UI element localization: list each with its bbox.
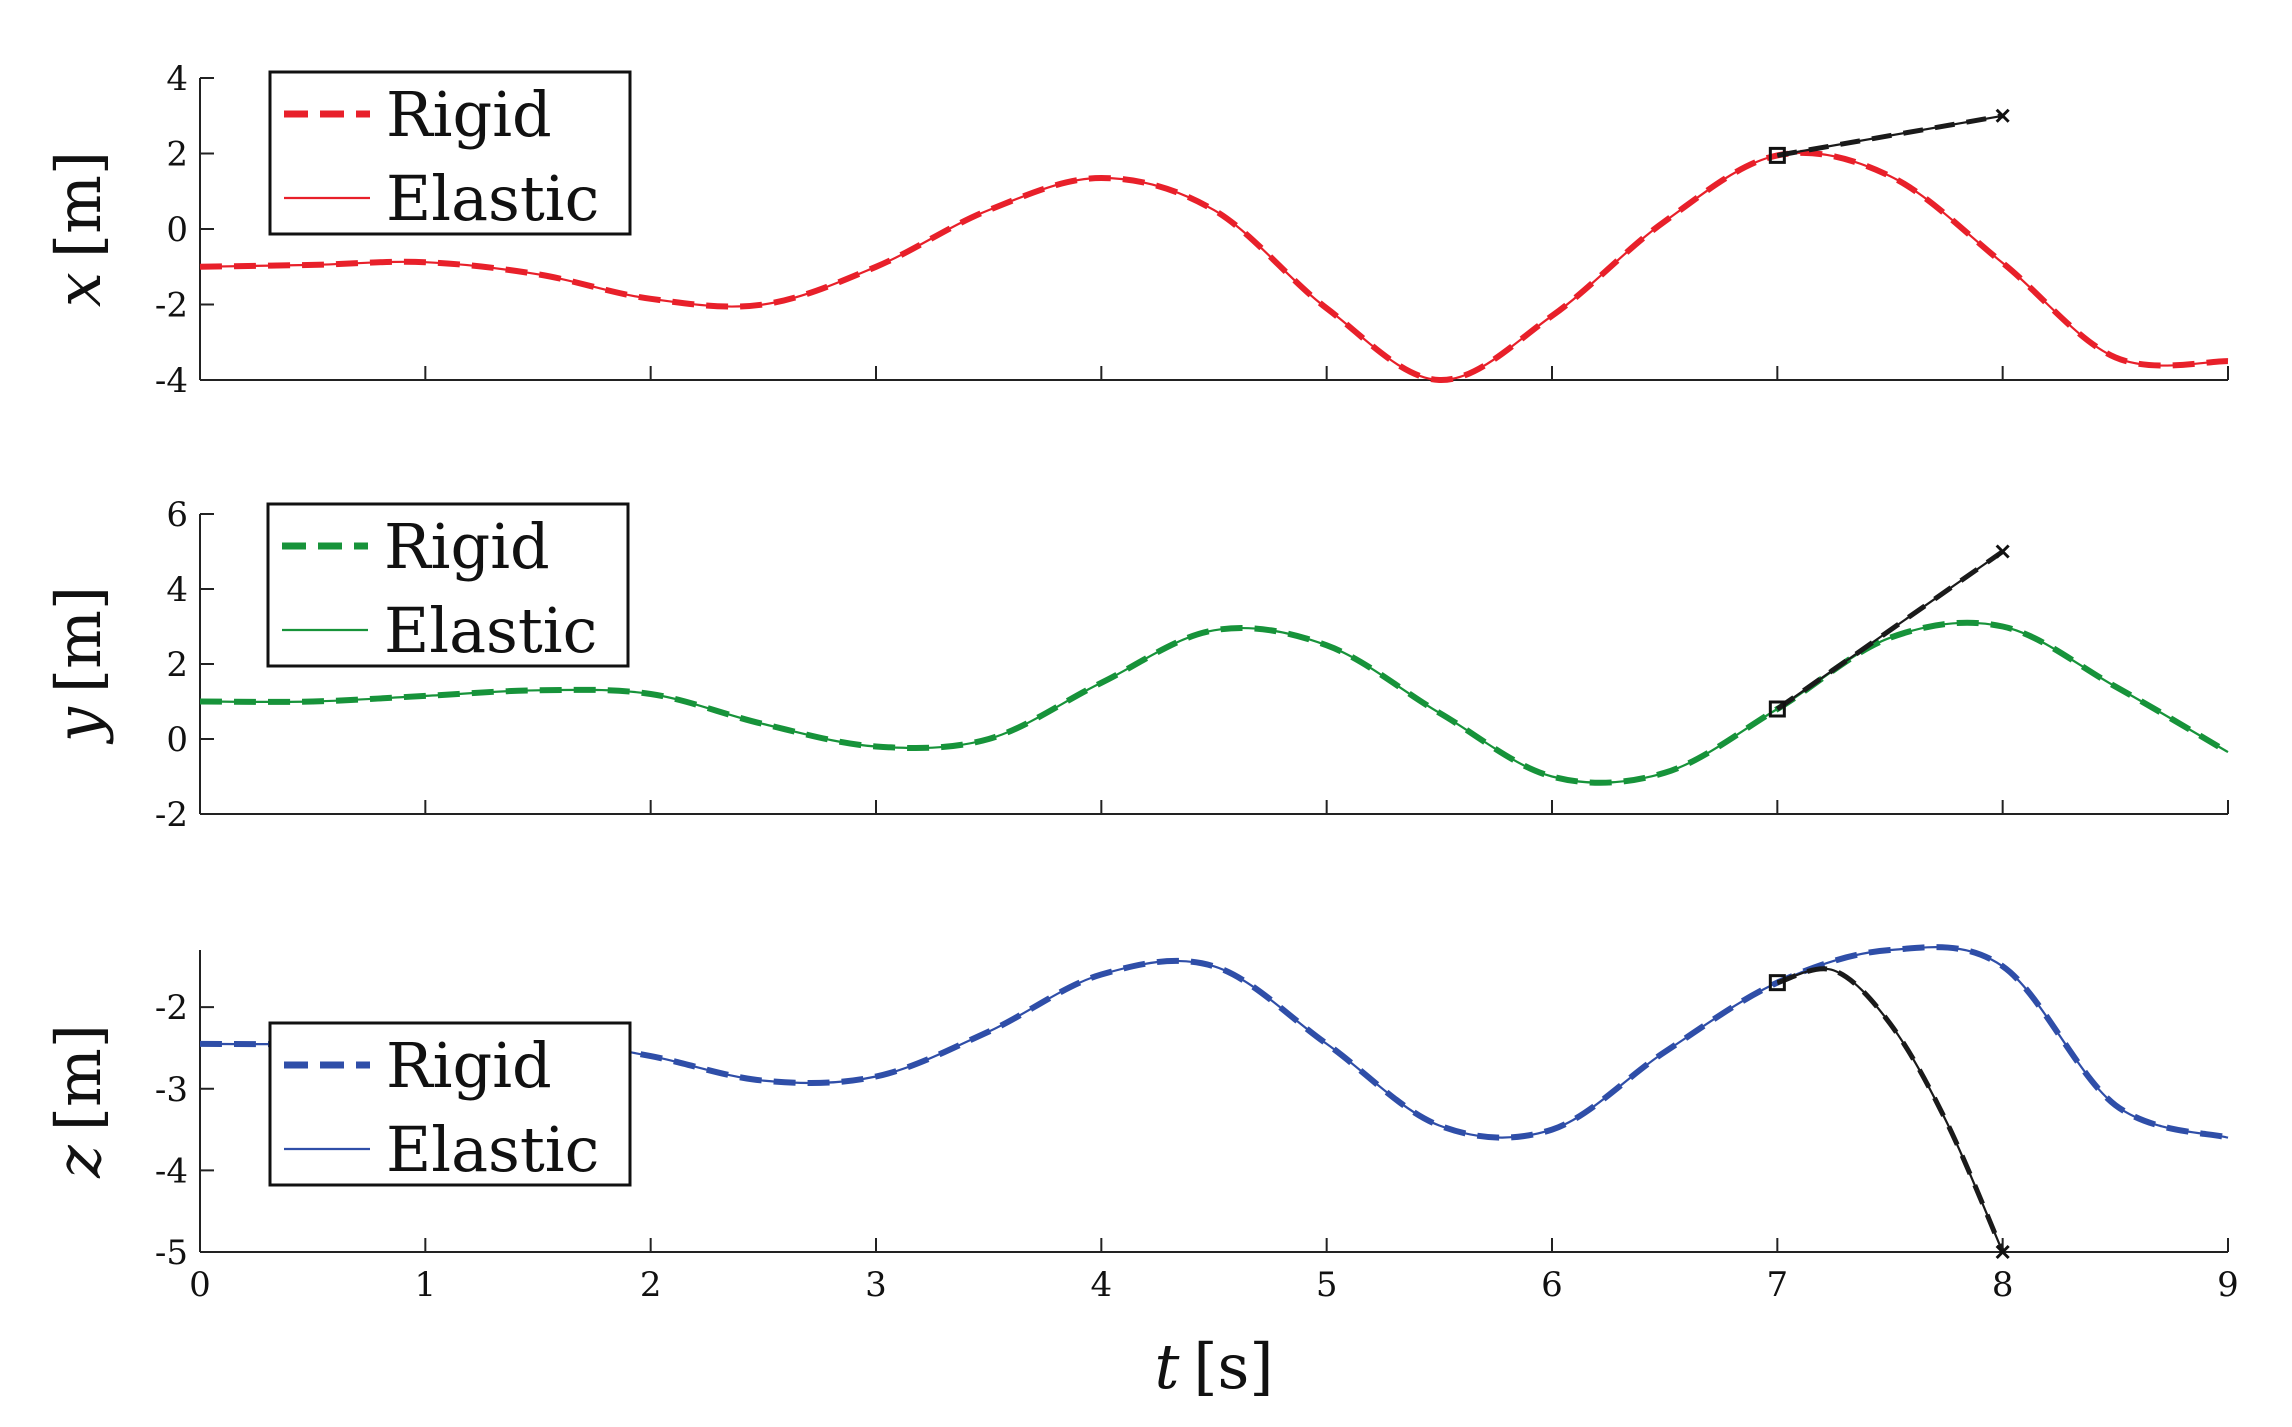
x-tick-label: 3 <box>865 1265 887 1305</box>
prediction-start-marker <box>1768 974 1786 992</box>
y-tick-label: -4 <box>155 1151 188 1191</box>
x-axis-variable: t <box>1154 1330 1179 1403</box>
y-tick-label: -2 <box>155 988 188 1028</box>
x-tick-label: 8 <box>1992 1265 2014 1305</box>
y-axis-variable: y <box>42 706 115 745</box>
legend-label-elastic: Elastic <box>384 594 597 667</box>
prediction-dashed-line <box>1776 113 2004 158</box>
legend-box <box>266 502 630 668</box>
legend: Rigid Elastic <box>268 70 632 236</box>
y-tick-label: 2 <box>166 135 188 175</box>
legend-label-rigid: Rigid <box>384 510 550 583</box>
y-tick-label: 0 <box>166 720 188 760</box>
y-tick-label: -2 <box>155 795 188 835</box>
x-tick-label: 7 <box>1767 1265 1789 1305</box>
y-axis-unit: [m] <box>42 586 115 693</box>
y-tick-label: 4 <box>166 59 188 99</box>
legend-box <box>268 70 632 236</box>
panel-z: 0 1 2 3 4 5 6 7 8 9 -5 -4 -3 -2 z [m] Rigid Elastic <box>42 944 2239 1305</box>
y-tick-label: -3 <box>155 1070 188 1110</box>
y-tick-label: 6 <box>166 495 188 535</box>
legend: Rigid Elastic <box>268 1021 632 1187</box>
x-tick-label: 4 <box>1091 1265 1113 1305</box>
y-axis-label: x [m] <box>42 151 115 307</box>
x-tick-label: 2 <box>640 1265 662 1305</box>
series-elastic-line <box>199 621 2229 784</box>
y-tick-label: 0 <box>166 210 188 250</box>
legend-label-elastic: Elastic <box>386 162 599 235</box>
panel-y: -2 0 2 4 6 y [m] Rigid Elastic <box>42 495 2230 835</box>
x-axis-label: t [s] <box>1154 1330 1273 1403</box>
legend-box <box>268 1021 632 1187</box>
prediction-end-marker <box>1995 1244 2010 1260</box>
x-tick-label: 1 <box>415 1265 437 1305</box>
x-axis-unit: [s] <box>1193 1330 1273 1403</box>
y-axis-label: z [m] <box>42 1024 115 1179</box>
y-tick-label: -2 <box>155 286 188 326</box>
x-tick-label: 0 <box>189 1265 211 1305</box>
prediction-start-marker <box>1768 700 1786 718</box>
y-tick-label: -5 <box>155 1233 188 1273</box>
y-axis-label: y [m] <box>42 586 115 745</box>
y-axis-variable: x <box>42 272 115 307</box>
y-tick-label: 2 <box>166 645 188 685</box>
legend-label-rigid: Rigid <box>386 78 552 151</box>
legend-label-rigid: Rigid <box>386 1029 552 1102</box>
panel-x: -4 -2 0 2 4 x [m] Rigid Elastic <box>42 59 2229 401</box>
y-axis-unit: [m] <box>42 151 115 258</box>
y-axis-variable: z <box>42 1145 115 1179</box>
y-tick-label: -4 <box>155 361 188 401</box>
x-tick-label: 6 <box>1541 1265 1563 1305</box>
series-elastic-line <box>199 151 2229 382</box>
prediction-end-marker <box>1995 108 2010 123</box>
legend-label-elastic: Elastic <box>386 1113 599 1186</box>
prediction-line <box>1776 967 2004 1253</box>
x-tick-label: 5 <box>1316 1265 1338 1305</box>
y-axis-unit: [m] <box>42 1024 115 1131</box>
prediction-dashed-line <box>1775 549 2005 712</box>
y-tick-label: 4 <box>166 570 188 610</box>
legend: Rigid Elastic <box>266 502 630 668</box>
x-tick-label: 9 <box>2217 1265 2239 1305</box>
prediction-start-marker <box>1768 146 1786 164</box>
prediction-end-marker <box>1995 544 2010 559</box>
prediction-dashed-line <box>1776 966 2005 1253</box>
